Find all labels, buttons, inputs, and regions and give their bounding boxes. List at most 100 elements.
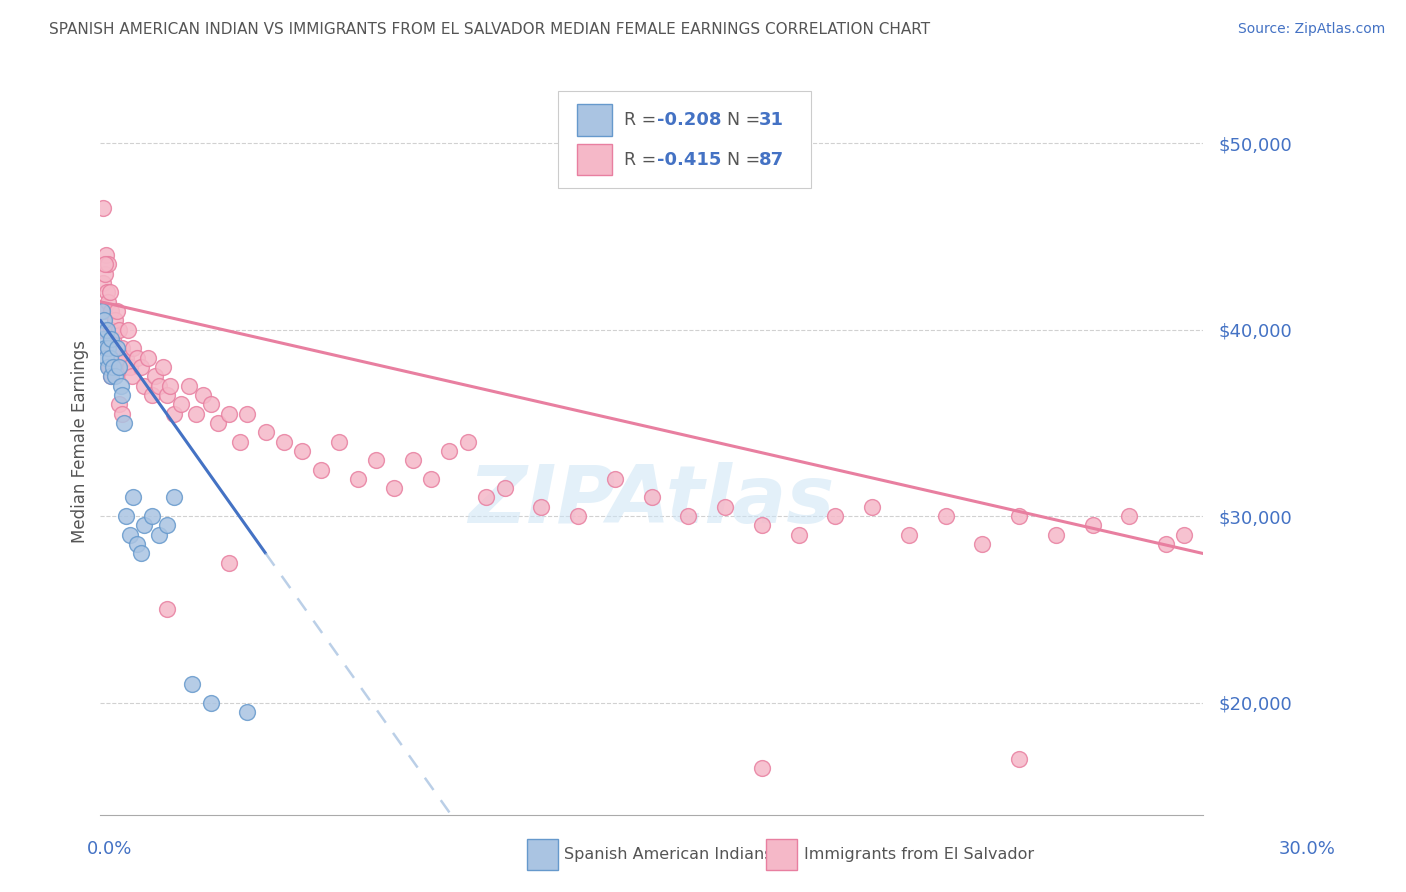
Point <box>1154 537 1177 551</box>
Point <box>121 369 143 384</box>
Point <box>184 407 207 421</box>
Point <box>145 369 167 384</box>
Point <box>1173 528 1195 542</box>
Point <box>91 276 114 290</box>
Point <box>824 509 846 524</box>
Point <box>118 528 141 542</box>
Point <box>218 407 240 421</box>
Text: N =: N = <box>727 111 765 129</box>
Text: 31: 31 <box>759 111 783 129</box>
Text: ZIPAtlas: ZIPAtlas <box>468 462 835 541</box>
Text: 87: 87 <box>759 151 783 169</box>
Point <box>93 304 115 318</box>
Point <box>134 378 156 392</box>
Point <box>152 359 174 374</box>
FancyBboxPatch shape <box>576 104 612 136</box>
Point <box>112 359 135 374</box>
Point <box>104 313 127 327</box>
Point <box>494 481 516 495</box>
Point <box>787 528 810 542</box>
Point <box>97 341 120 355</box>
Point <box>94 267 117 281</box>
Point <box>402 453 425 467</box>
Point <box>129 546 152 560</box>
Point <box>104 369 127 384</box>
Point <box>96 285 118 300</box>
Point <box>107 397 129 411</box>
Point <box>100 332 122 346</box>
Point <box>254 425 277 440</box>
Point <box>457 434 479 449</box>
Point <box>141 509 163 524</box>
Point <box>96 341 118 355</box>
Point <box>1008 751 1031 765</box>
Point <box>439 443 461 458</box>
Point <box>111 341 134 355</box>
Text: -0.415: -0.415 <box>657 151 721 169</box>
Text: Immigrants from El Salvador: Immigrants from El Salvador <box>804 847 1035 862</box>
Text: N =: N = <box>727 151 765 169</box>
Point <box>100 304 122 318</box>
Text: Spanish American Indians: Spanish American Indians <box>564 847 772 862</box>
Point <box>530 500 553 514</box>
Point <box>475 491 498 505</box>
Point <box>94 341 117 355</box>
Point <box>127 351 149 365</box>
Point <box>159 378 181 392</box>
Point <box>122 341 145 355</box>
Point <box>115 509 138 524</box>
Point <box>115 351 138 365</box>
Point <box>309 462 332 476</box>
Point <box>364 453 387 467</box>
FancyBboxPatch shape <box>558 91 811 188</box>
Point <box>91 202 114 216</box>
Point <box>935 509 957 524</box>
Text: 30.0%: 30.0% <box>1279 840 1336 858</box>
Point <box>170 397 193 411</box>
Point <box>107 323 129 337</box>
Point <box>94 257 117 271</box>
Point <box>105 341 128 355</box>
Point <box>107 359 129 374</box>
Point <box>134 518 156 533</box>
Point <box>110 378 132 392</box>
Point <box>207 416 229 430</box>
Point <box>1081 518 1104 533</box>
Point <box>751 761 773 775</box>
Point <box>200 696 222 710</box>
Point <box>200 397 222 411</box>
Point <box>236 407 259 421</box>
Point <box>193 388 215 402</box>
Point <box>136 351 159 365</box>
Point <box>127 537 149 551</box>
Point <box>640 491 662 505</box>
Text: R =: R = <box>624 151 662 169</box>
Point <box>111 407 134 421</box>
Point <box>93 313 115 327</box>
Point <box>97 257 120 271</box>
Point <box>291 443 314 458</box>
Point <box>129 359 152 374</box>
Point <box>117 323 139 337</box>
Point <box>105 304 128 318</box>
Point <box>155 602 177 616</box>
Text: SPANISH AMERICAN INDIAN VS IMMIGRANTS FROM EL SALVADOR MEDIAN FEMALE EARNINGS CO: SPANISH AMERICAN INDIAN VS IMMIGRANTS FR… <box>49 22 931 37</box>
Point <box>273 434 295 449</box>
Point <box>163 491 186 505</box>
Y-axis label: Median Female Earnings: Median Female Earnings <box>72 340 89 543</box>
Point <box>972 537 994 551</box>
Point <box>229 434 252 449</box>
Point <box>100 323 122 337</box>
Point <box>346 472 368 486</box>
Text: R =: R = <box>624 111 662 129</box>
Text: -0.208: -0.208 <box>657 111 721 129</box>
Point <box>603 472 626 486</box>
Point <box>110 351 132 365</box>
Point <box>181 677 204 691</box>
Point <box>382 481 405 495</box>
Point <box>91 323 114 337</box>
Point <box>97 359 120 374</box>
Point <box>100 369 122 384</box>
Point <box>98 351 121 365</box>
Point <box>98 285 121 300</box>
